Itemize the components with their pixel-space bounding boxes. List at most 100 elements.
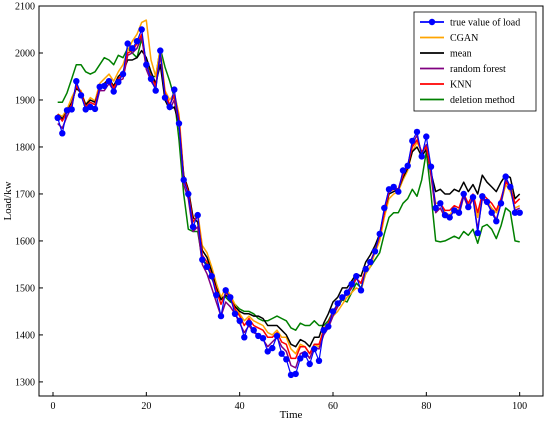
data-point [199,256,206,263]
y-tick-label: 1700 [15,189,35,200]
data-point [147,75,155,83]
data-point [245,320,253,327]
data-point [213,291,220,299]
y-tick-label: 1900 [15,95,35,106]
data-point [203,263,211,270]
data-point [353,273,360,280]
data-point [399,167,407,174]
data-point [73,78,80,85]
data-point [460,190,467,198]
data-point [483,198,491,206]
legend-marker [428,18,436,26]
data-point [110,88,117,95]
data-point [250,327,257,334]
x-tick-label: 0 [51,401,56,412]
legend-label: CGAN [450,33,478,44]
legend-label: mean [450,49,472,60]
data-point [241,334,248,341]
data-point [418,153,425,160]
data-point [124,40,131,47]
data-point [297,355,304,362]
data-point [278,350,285,357]
data-point [269,344,276,352]
data-point [479,193,486,200]
data-point [334,300,341,307]
data-point [157,47,164,54]
axis-ticks: 0 20 40 60 80 100 1300 1400 1500 1600 1700 1800 1900… [15,2,527,413]
data-point [488,209,495,216]
data-point [180,176,187,184]
data-point [175,120,183,127]
data-point [474,229,481,237]
y-tick-label: 1400 [15,330,35,341]
data-point [236,317,243,324]
data-point [143,61,150,68]
data-point [283,356,290,363]
data-point [54,114,61,122]
y-tick-label: 1500 [15,283,35,294]
data-point [301,351,309,358]
series-line-2 [57,49,521,348]
data-point [152,87,159,94]
data-point [105,78,113,85]
data-point [208,273,215,280]
data-point [469,194,477,201]
data-point [432,204,439,212]
data-point [311,345,318,353]
data-point [189,223,197,230]
data-point [77,92,85,99]
data-point [455,209,463,216]
data-point [119,70,127,78]
y-axis-label: Load/kw [2,181,14,220]
legend-label: random forest [450,64,506,75]
data-point [343,289,351,296]
data-point [371,248,379,255]
data-point [367,258,374,266]
data-point [376,230,383,238]
legend: true value of load CGAN mean random forest K… [413,11,537,112]
data-point [292,370,299,378]
data-point [427,163,435,170]
data-point [133,38,141,45]
data-point [329,308,337,315]
data-point [381,204,388,212]
data-point [446,214,453,221]
data-point [409,137,416,145]
data-point [423,133,430,140]
data-point [185,190,192,198]
y-tick-label: 1600 [15,236,35,247]
series-line-5 [57,38,520,331]
data-point [101,82,108,90]
x-tick-label: 20 [141,401,151,412]
legend-label: true value of load [450,18,520,29]
data-point [497,200,505,207]
data-point [68,106,75,113]
data-point [166,103,173,111]
series-lines [54,19,523,379]
data-point [395,188,402,195]
data-point [413,128,421,136]
data-point [320,327,327,334]
data-point [362,265,369,273]
data-point [465,203,472,211]
x-tick-label: 40 [235,401,245,412]
data-point [385,186,393,193]
data-point [357,287,365,294]
y-tick-label: 2000 [15,48,35,59]
x-tick-label: 80 [421,401,431,412]
legend-label: deletion method [450,95,515,106]
data-point [511,209,519,216]
data-point [502,173,509,180]
data-point [315,357,323,364]
data-point [161,94,169,101]
data-point [264,348,271,355]
data-point [306,360,313,368]
data-point [194,211,201,219]
data-point [91,105,99,113]
data-point [339,294,346,301]
data-point [404,162,411,169]
data-point [348,281,355,288]
data-point [171,86,178,93]
y-tick-label: 2100 [15,2,35,13]
